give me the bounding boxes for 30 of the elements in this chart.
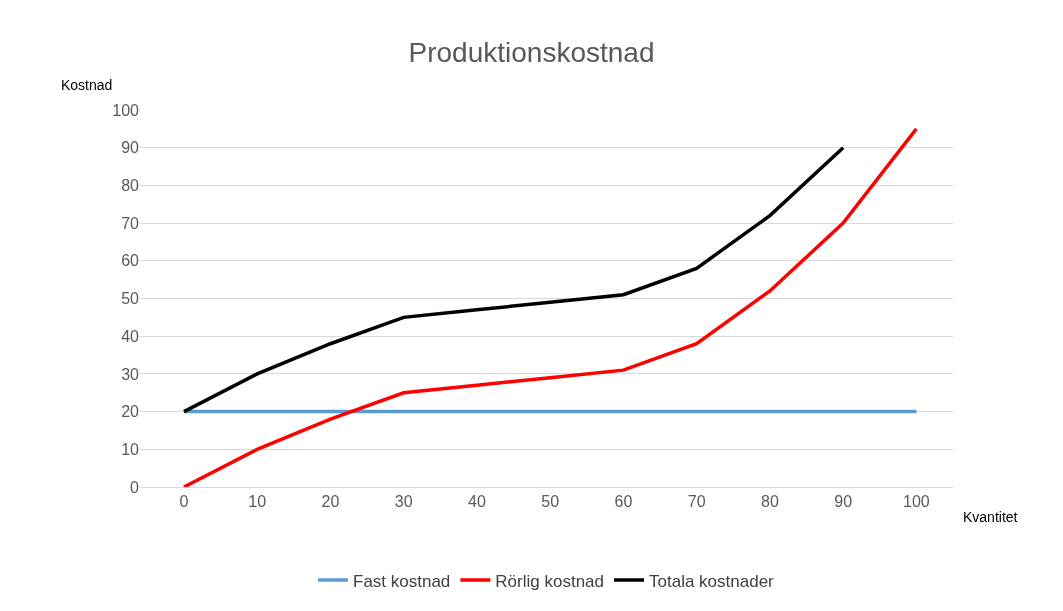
- y-tick-label: 0: [130, 478, 140, 496]
- x-tick-label: 0: [179, 493, 189, 511]
- y-tick-label: 60: [121, 252, 140, 270]
- y-tick-label: 50: [121, 290, 140, 308]
- y-tick-label: 80: [121, 177, 140, 194]
- y-tick-label: 100: [112, 101, 140, 119]
- x-tick-label: 80: [760, 493, 779, 511]
- x-tick-label: 60: [614, 493, 633, 511]
- line-series: [182, 127, 919, 487]
- y-tick-label: 20: [121, 403, 140, 421]
- y-tick-label: 90: [121, 139, 140, 157]
- y-tick-label: 40: [121, 327, 140, 345]
- x-tick-label: 30: [394, 493, 413, 511]
- y-tick-label: 30: [121, 365, 140, 383]
- legend-label: Rörlig kostnad: [495, 571, 604, 591]
- legend-label: Fast kostnad: [353, 571, 451, 591]
- y-tick-label: 10: [121, 440, 140, 458]
- x-tick-label: 70: [687, 493, 706, 511]
- line-series: [182, 145, 845, 414]
- x-tick-label: 20: [321, 493, 340, 511]
- y-tick-label: 70: [121, 214, 140, 232]
- y-axis-title: Kostnad: [61, 77, 113, 93]
- x-tick-label: 100: [903, 493, 930, 511]
- x-tick-label: 90: [834, 493, 853, 511]
- x-tick-label: 40: [468, 493, 486, 511]
- x-axis-title: Kvantitet: [963, 509, 1018, 525]
- legend-label: Totala kostnader: [649, 571, 775, 591]
- x-tick-label: 50: [541, 493, 560, 511]
- x-tick-label: 10: [248, 493, 267, 511]
- chart-title: Produktionskostnad: [408, 37, 655, 69]
